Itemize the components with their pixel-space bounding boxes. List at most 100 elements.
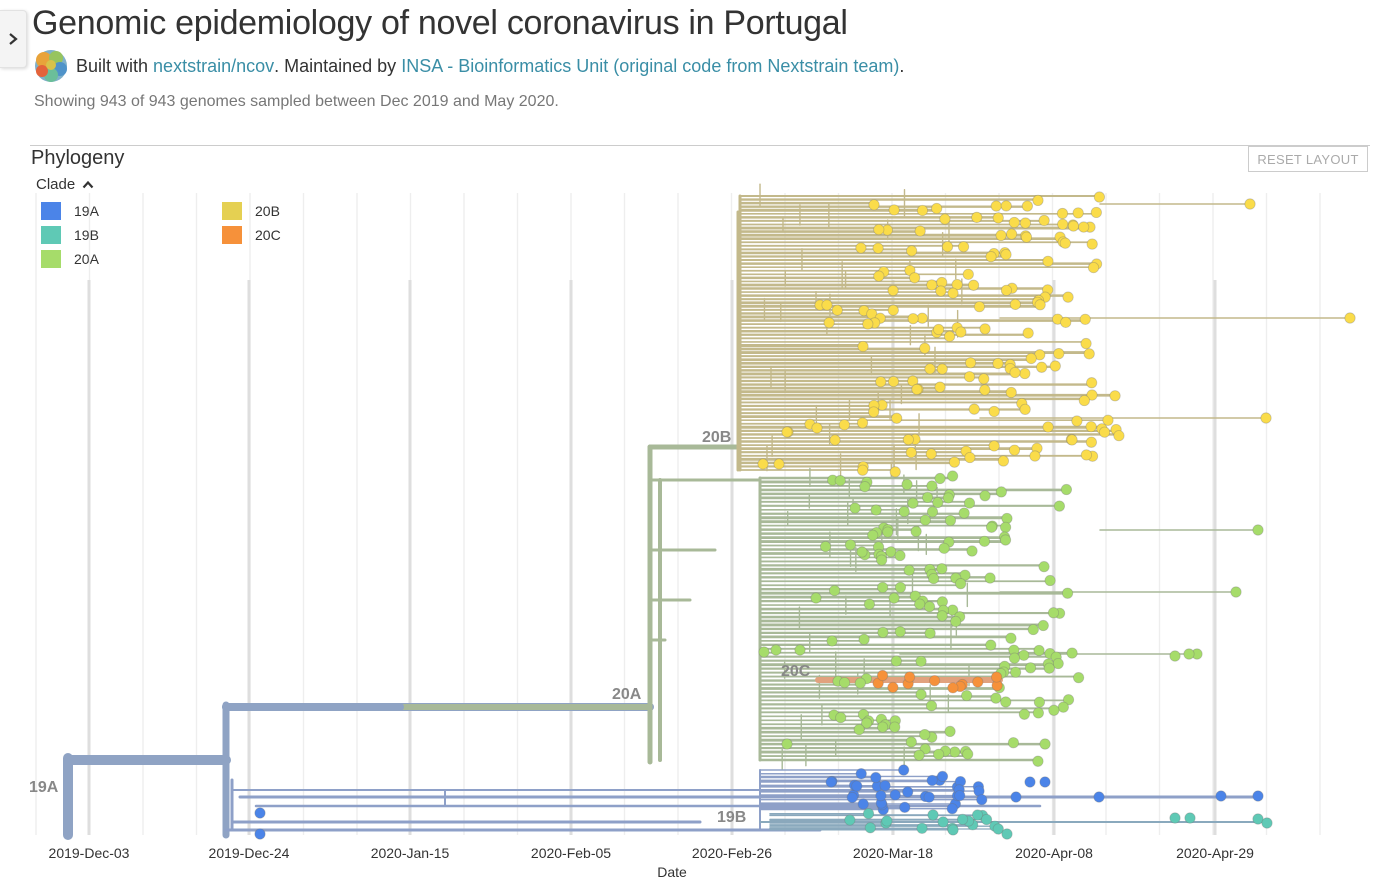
tree-tip[interactable] <box>853 723 865 736</box>
tree-tip[interactable] <box>956 813 969 826</box>
tree-tip[interactable] <box>1000 200 1012 212</box>
tree-tip[interactable] <box>949 746 961 758</box>
tree-tip[interactable] <box>985 521 998 533</box>
tree-tip[interactable] <box>1086 389 1098 401</box>
tree-tip[interactable] <box>879 780 891 792</box>
tree-tip[interactable] <box>1042 255 1054 267</box>
tree-tip[interactable] <box>1085 421 1097 433</box>
tree-tip[interactable] <box>890 655 902 667</box>
tree-tip[interactable] <box>971 809 984 821</box>
tree-tip[interactable] <box>889 789 901 801</box>
tree-tip[interactable] <box>876 554 888 566</box>
tree-tip[interactable] <box>914 598 926 610</box>
tree-tip[interactable] <box>823 317 835 329</box>
tree-tip[interactable] <box>1085 436 1097 448</box>
tree-tip[interactable] <box>939 213 951 225</box>
tree-tip[interactable] <box>1024 776 1036 788</box>
tree-tip[interactable] <box>978 535 991 547</box>
tree-tip[interactable] <box>1001 828 1013 840</box>
tree-tip[interactable] <box>870 504 882 516</box>
tree-tip[interactable] <box>1066 434 1078 446</box>
tree-tip[interactable] <box>1029 450 1041 462</box>
tree-tip[interactable] <box>955 578 967 590</box>
tree-tip[interactable] <box>794 644 806 656</box>
tree-tip[interactable] <box>914 225 926 237</box>
tree-tip[interactable] <box>1009 298 1021 310</box>
tree-tip[interactable] <box>838 419 850 431</box>
tree-tip[interactable] <box>873 270 885 282</box>
tree-tip[interactable] <box>904 671 916 683</box>
legend-item-20c[interactable]: 20C <box>222 226 281 244</box>
tree-tip[interactable] <box>1047 607 1060 619</box>
tree-tip[interactable] <box>1019 403 1031 415</box>
tree-tip[interactable] <box>990 200 1002 212</box>
tree-tip[interactable] <box>979 323 991 335</box>
tree-tip[interactable] <box>919 729 931 741</box>
tree-tip[interactable] <box>770 644 782 656</box>
tree-tip[interactable] <box>1019 217 1032 229</box>
tree-tip[interactable] <box>967 279 980 291</box>
tree-tip[interactable] <box>1079 313 1091 325</box>
tree-tip[interactable] <box>935 285 947 297</box>
tree-tip[interactable] <box>1169 650 1181 662</box>
tree-tip[interactable] <box>911 383 923 396</box>
tree-tip[interactable] <box>980 813 993 826</box>
tree-tip[interactable] <box>877 626 889 639</box>
tree-tip[interactable] <box>926 506 939 518</box>
tree-tip[interactable] <box>910 525 922 538</box>
tree-tip[interactable] <box>862 318 874 330</box>
tree-tip[interactable] <box>916 822 928 834</box>
tree-tip[interactable] <box>951 278 963 291</box>
tree-tip[interactable] <box>946 803 958 815</box>
tree-tip[interactable] <box>1252 813 1264 825</box>
tree-tip[interactable] <box>928 572 940 585</box>
tree-tip[interactable] <box>954 789 966 802</box>
tree-tip[interactable] <box>857 798 869 810</box>
tree-tip[interactable] <box>985 251 997 263</box>
tree-tip[interactable] <box>863 598 876 610</box>
tree-tip[interactable] <box>875 376 887 388</box>
tree-tip[interactable] <box>944 330 956 342</box>
tree-tip[interactable] <box>1043 662 1055 674</box>
tree-tip[interactable] <box>811 422 823 434</box>
tree-tip[interactable] <box>1066 647 1078 659</box>
tree-tip[interactable] <box>844 814 856 826</box>
tree-tip[interactable] <box>877 581 889 594</box>
tree-tip[interactable] <box>855 768 867 780</box>
tree-tip[interactable] <box>1078 394 1090 407</box>
tree-tip[interactable] <box>938 542 950 554</box>
tree-tip[interactable] <box>1032 194 1044 206</box>
tree-tip[interactable] <box>858 633 870 645</box>
tree-tip[interactable] <box>1080 449 1092 461</box>
tree-tip[interactable] <box>950 615 962 628</box>
tree-tip[interactable] <box>1080 337 1092 350</box>
tree-tip[interactable] <box>990 671 1003 683</box>
tree-tip[interactable] <box>995 486 1007 498</box>
tree-tip[interactable] <box>891 412 903 424</box>
tree-tip[interactable] <box>923 601 936 613</box>
tree-tip[interactable] <box>887 284 899 297</box>
tree-tip[interactable] <box>888 592 900 604</box>
tree-tip[interactable] <box>902 434 914 446</box>
tree-tip[interactable] <box>870 771 882 784</box>
tree-tip[interactable] <box>1049 360 1061 372</box>
tree-tip[interactable] <box>810 592 822 604</box>
tree-tip[interactable] <box>1072 207 1084 219</box>
legend-item-19b[interactable]: 19B <box>41 226 99 244</box>
tree-tip[interactable] <box>868 199 880 211</box>
tree-tip[interactable] <box>916 204 929 217</box>
tree-tip[interactable] <box>1010 666 1022 678</box>
tree-tip[interactable] <box>254 828 266 840</box>
tree-tip[interactable] <box>1009 366 1021 379</box>
tree-tip[interactable] <box>992 357 1004 370</box>
tree-tip[interactable] <box>963 371 976 383</box>
tree-tip[interactable] <box>919 342 931 354</box>
tree-tip[interactable] <box>1007 737 1020 749</box>
tree-tip[interactable] <box>1005 386 1017 399</box>
tree-tip[interactable] <box>859 481 871 493</box>
tree-tip[interactable] <box>988 440 1000 452</box>
tree-tip[interactable] <box>1000 284 1013 296</box>
tree-tip[interactable] <box>1230 586 1242 598</box>
tree-tips[interactable] <box>254 191 1356 840</box>
tree-tip[interactable] <box>1000 248 1012 261</box>
